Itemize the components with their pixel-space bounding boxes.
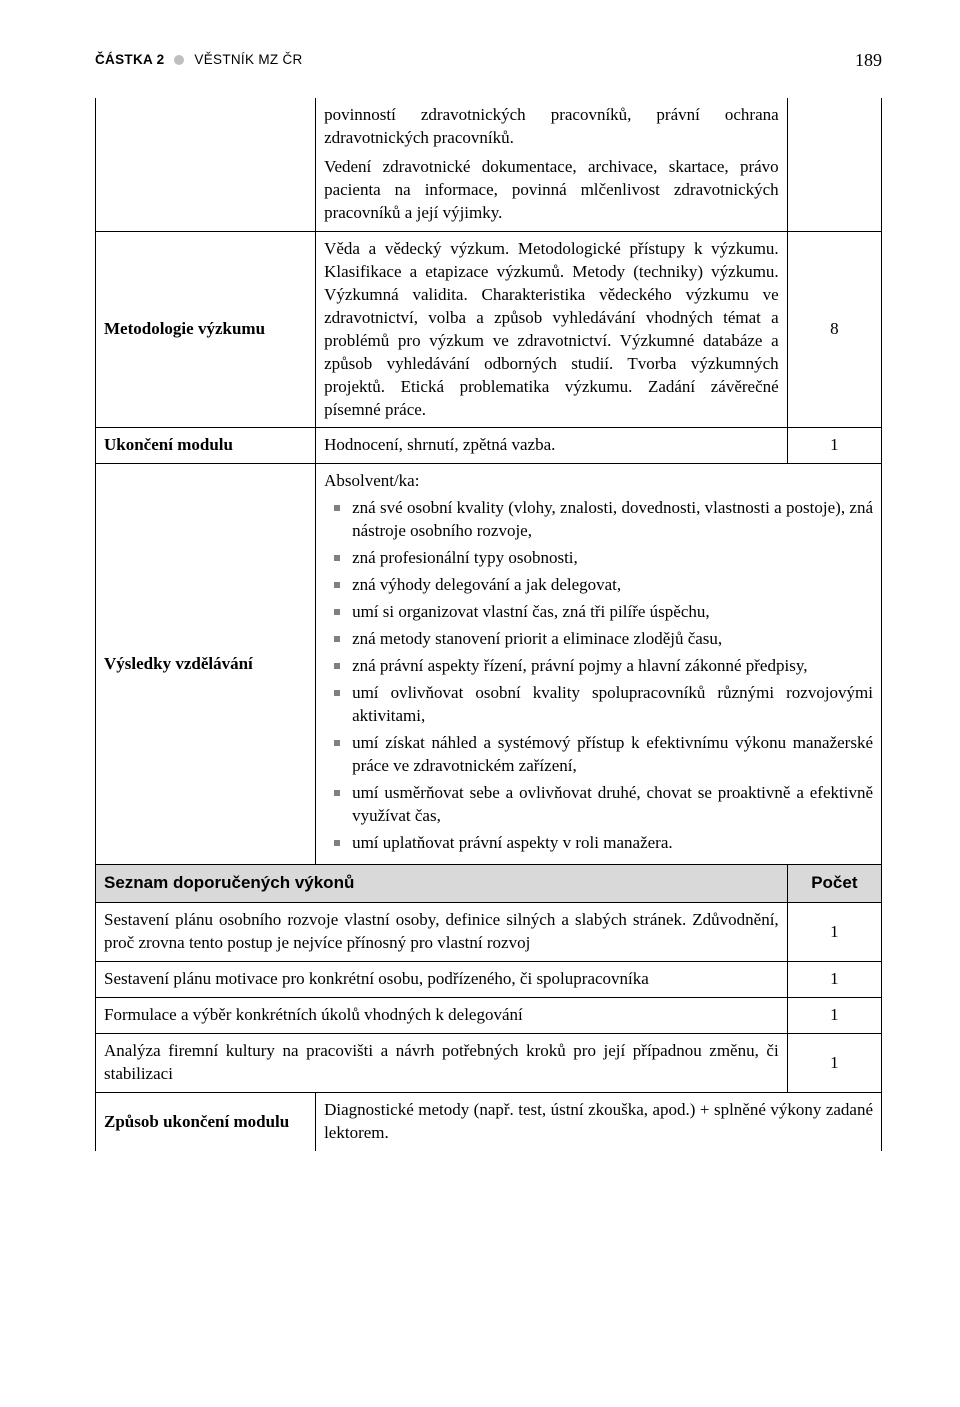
table-row: Sestavení plánu osobního rozvoje vlastní… <box>96 903 882 961</box>
section-header-row: Seznam doporučených výkonů Počet <box>96 865 882 903</box>
page-number: 189 <box>855 48 882 72</box>
list-item: zná metody stanovení priorit a eliminace… <box>352 628 873 651</box>
vysledky-prefix: Absolvent/ka: <box>324 471 419 490</box>
list-item: umí uplatňovat právní aspekty v roli man… <box>352 832 873 855</box>
page-header: ČÁSTKA 2 VĚSTNÍK MZ ČR 189 <box>95 48 882 72</box>
empty-label-cell <box>96 98 316 231</box>
task-text: Sestavení plánu motivace pro konkrétní o… <box>96 962 788 998</box>
list-item: umí ovlivňovat osobní kvality spolupraco… <box>352 682 873 728</box>
journal-title: VĚSTNÍK MZ ČR <box>194 51 302 69</box>
footer-body: Diagnostické metody (např. test, ústní z… <box>316 1093 882 1151</box>
header-left: ČÁSTKA 2 VĚSTNÍK MZ ČR <box>95 51 303 69</box>
footer-label: Způsob ukončení modulu <box>96 1093 316 1151</box>
table-row: Metodologie výzkumu Věda a vědecký výzku… <box>96 231 882 428</box>
footer-table: Způsob ukončení modulu Diagnostické meto… <box>95 1093 882 1151</box>
separator-dot-icon <box>174 55 184 65</box>
vysledky-body-cell: Absolvent/ka: zná své osobní kvality (vl… <box>316 464 882 865</box>
empty-num-cell <box>787 98 881 231</box>
task-num: 1 <box>787 903 881 961</box>
table-row: Výsledky vzdělávání Absolvent/ka: zná sv… <box>96 464 882 865</box>
task-num: 1 <box>787 962 881 998</box>
list-item: umí usměrňovat sebe a ovlivňovat druhé, … <box>352 782 873 828</box>
intro-para2: Vedení zdravotnické dokumentace, archiva… <box>324 156 779 225</box>
vysledky-list: zná své osobní kvality (vlohy, znalosti,… <box>324 497 873 854</box>
ukonceni-label: Ukončení modulu <box>96 428 316 464</box>
table-row: Způsob ukončení modulu Diagnostické meto… <box>96 1093 882 1151</box>
section-head-right: Počet <box>787 865 881 903</box>
list-item: zná výhody delegování a jak delegovat, <box>352 574 873 597</box>
table-row: Ukončení modulu Hodnocení, shrnutí, zpět… <box>96 428 882 464</box>
table-row: povinností zdravotnických pracovníků, pr… <box>96 98 882 231</box>
section-head-left: Seznam doporučených výkonů <box>96 865 788 903</box>
intro-para1: povinností zdravotnických pracovníků, pr… <box>324 104 779 150</box>
issue-label: ČÁSTKA 2 <box>95 51 164 69</box>
metodologie-label: Metodologie výzkumu <box>96 231 316 428</box>
list-item: umí si organizovat vlastní čas, zná tři … <box>352 601 873 624</box>
task-text: Formulace a výběr konkrétních úkolů vhod… <box>96 998 788 1034</box>
page: ČÁSTKA 2 VĚSTNÍK MZ ČR 189 povinností zd… <box>0 0 960 1199</box>
table-row: Sestavení plánu motivace pro konkrétní o… <box>96 962 882 998</box>
task-text: Sestavení plánu osobního rozvoje vlastní… <box>96 903 788 961</box>
list-item: zná právní aspekty řízení, právní pojmy … <box>352 655 873 678</box>
task-num: 1 <box>787 998 881 1034</box>
list-item: zná své osobní kvality (vlohy, znalosti,… <box>352 497 873 543</box>
tasks-table: Sestavení plánu osobního rozvoje vlastní… <box>95 903 882 1093</box>
task-num: 1 <box>787 1034 881 1093</box>
intro-cell: povinností zdravotnických pracovníků, pr… <box>316 98 788 231</box>
metodologie-body: Věda a vědecký výzkum. Metodologické pří… <box>316 231 788 428</box>
ukonceni-num: 1 <box>787 428 881 464</box>
task-text: Analýza firemní kultury na pracovišti a … <box>96 1034 788 1093</box>
table-row: Analýza firemní kultury na pracovišti a … <box>96 1034 882 1093</box>
list-item: umí získat náhled a systémový přístup k … <box>352 732 873 778</box>
table-row: Formulace a výběr konkrétních úkolů vhod… <box>96 998 882 1034</box>
main-table: povinností zdravotnických pracovníků, pr… <box>95 98 882 903</box>
ukonceni-body: Hodnocení, shrnutí, zpětná vazba. <box>316 428 788 464</box>
list-item: zná profesionální typy osobnosti, <box>352 547 873 570</box>
vysledky-label: Výsledky vzdělávání <box>96 464 316 865</box>
metodologie-num: 8 <box>787 231 881 428</box>
